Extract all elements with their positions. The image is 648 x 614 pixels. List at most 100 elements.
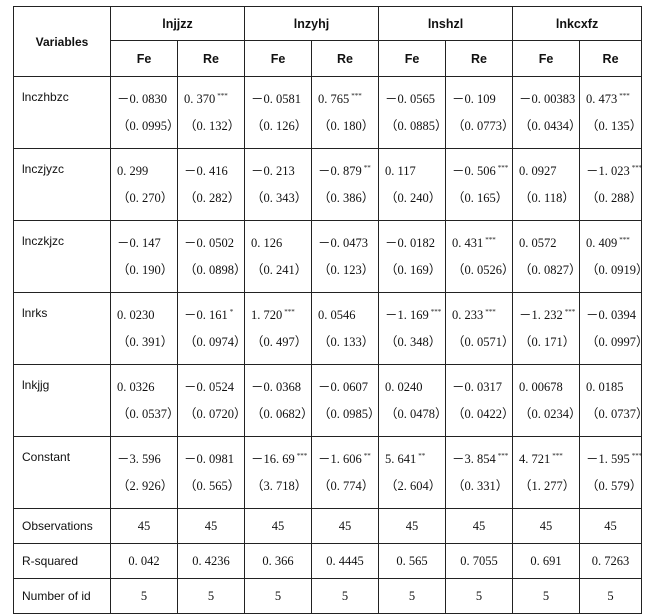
significance-stars: *** — [351, 92, 362, 100]
standard-error-value: （0. 0571） — [452, 335, 515, 349]
coefficient-line: －0. 0502 — [184, 232, 244, 262]
estimate-cell: 0. 233 *** （0. 0571） — [445, 292, 515, 365]
row-variable-name: Constant — [13, 436, 111, 509]
coefficient-value: －0. 0473 — [318, 236, 369, 251]
coefficient-line: 5. 641 ** — [385, 448, 445, 478]
standard-error-value: （0. 0478） — [385, 407, 448, 421]
coefficient-line: 1. 720 *** — [251, 304, 311, 334]
standard-error-value: （3. 718） — [251, 479, 308, 493]
statistic-value: 0. 7055 — [445, 543, 514, 579]
statistic-value: 0. 565 — [378, 543, 447, 579]
coefficient-value: －1. 169 — [385, 308, 429, 323]
significance-stars: *** — [497, 452, 509, 460]
coefficient-value: －1. 023 — [586, 164, 630, 179]
standard-error-value: （0. 0898） — [184, 263, 247, 277]
coefficient-line: 0. 117 — [385, 160, 445, 190]
coefficient-value: －0. 0394 — [586, 308, 637, 323]
regression-table: Variables lnjjzz lnzyhj lnshzl lnkcxfz F… — [13, 6, 648, 614]
statistic-value: 5 — [244, 578, 312, 614]
statistic-value: 5 — [445, 578, 514, 614]
statistic-name: R-squared — [13, 543, 111, 579]
coefficient-value: 0. 765 — [318, 92, 350, 107]
coefficient-value: 0. 370 — [184, 92, 216, 107]
standard-error-value: （0. 0985） — [318, 407, 381, 421]
coefficient-value: －3. 596 — [117, 452, 161, 467]
estimate-cell: 0. 370 *** （0. 132） — [177, 76, 245, 149]
coefficient-line: －0. 0830 — [117, 88, 177, 118]
estimate-cell: －0. 0607 （0. 0985） — [310, 364, 381, 437]
statistic-value: 5 — [110, 578, 178, 614]
standard-error-value: （0. 288） — [586, 191, 643, 205]
coefficient-line: －1. 169 *** — [385, 304, 445, 334]
significance-stars: *** — [485, 308, 496, 316]
coefficient-line: 0. 0240 — [385, 376, 445, 406]
table-row: lnczhbzc －0. 0830 （0. 0995） 0. 370 *** （0. 13… — [13, 76, 642, 149]
coefficient-line: －0. 0607 — [318, 376, 378, 406]
significance-stars: *** — [485, 236, 496, 244]
statistic-value: 5 — [310, 578, 380, 614]
coefficient-value: －1. 232 — [519, 308, 563, 323]
coefficient-line: －0. 147 — [117, 232, 177, 262]
estimate-cell: －0. 0473 （0. 123） — [310, 220, 380, 293]
coefficient-value: －3. 854 — [452, 452, 496, 467]
coefficient-line: －1. 232 *** — [519, 304, 579, 334]
group-header-row: Variables lnjjzz lnzyhj lnshzl lnkcxfz — [13, 6, 643, 77]
estimate-cell: －3. 854 *** （0. 331） — [445, 436, 514, 509]
significance-stars: *** — [619, 92, 630, 100]
coefficient-value: －0. 0317 — [452, 380, 503, 395]
coefficient-line: －0. 213 — [251, 160, 311, 190]
estimate-cell: －3. 596 （2. 926） — [110, 436, 178, 509]
standard-error-value: （0. 0537） — [117, 407, 180, 421]
estimate-cell: 0. 473 *** （0. 135） — [579, 76, 642, 149]
coefficient-value: 0. 0240 — [385, 380, 423, 395]
standard-error-value: （2. 926） — [117, 479, 174, 493]
coefficient-line: 4. 721 *** — [519, 448, 579, 478]
estimate-cell: 4. 721 *** （1. 277） — [512, 436, 581, 509]
coefficient-value: －0. 0830 — [117, 92, 168, 107]
coefficient-value: 0. 0230 — [117, 308, 155, 323]
standard-error-value: （0. 0773） — [452, 119, 515, 133]
coefficient-value: 0. 431 — [452, 236, 484, 251]
coefficient-line: －3. 596 — [117, 448, 177, 478]
statistic-value: 45 — [310, 508, 380, 544]
coefficient-line: －1. 023 *** — [586, 160, 642, 190]
coefficient-line: －1. 595 *** — [586, 448, 642, 478]
estimate-cell: 0. 0326 （0. 0537） — [110, 364, 180, 437]
coefficient-line: 0. 431 *** — [452, 232, 512, 262]
estimate-cell: －1. 023 *** （0. 288） — [579, 148, 643, 221]
coefficient-line: －0. 416 — [184, 160, 244, 190]
coefficient-line: 0. 299 — [117, 160, 177, 190]
coefficient-value: －0. 0607 — [318, 380, 369, 395]
standard-error-value: （0. 774） — [318, 479, 375, 493]
coefficient-line: －0. 0368 — [251, 376, 311, 406]
table-row: Constant －3. 596 （2. 926） －0. 0981 （0. 565）－… — [13, 436, 642, 509]
coefficient-value: －0. 879 — [318, 164, 362, 179]
coefficient-value: －0. 0524 — [184, 380, 235, 395]
coefficient-value: 0. 0927 — [519, 164, 557, 179]
estimate-cell: －1. 169 *** （0. 348） — [378, 292, 447, 365]
standard-error-value: （0. 241） — [251, 263, 308, 277]
estimate-cell: 0. 765 *** （0. 180） — [310, 76, 380, 149]
statistic-value: 5 — [378, 578, 447, 614]
significance-stars: * — [229, 308, 234, 316]
coefficient-value: －0. 506 — [452, 164, 496, 179]
statistic-value: 0. 4445 — [310, 543, 380, 579]
coefficient-line: 0. 00678 — [519, 376, 579, 406]
estimate-cell: 0. 409 *** （0. 0919） — [579, 220, 648, 293]
standard-error-value: （0. 0737） — [586, 407, 648, 421]
standard-error-value: （0. 0997） — [586, 335, 648, 349]
coefficient-line: －0. 0524 — [184, 376, 244, 406]
coefficient-line: －3. 854 *** — [452, 448, 512, 478]
significance-stars: ** — [363, 452, 371, 460]
model-header: Re — [177, 40, 245, 77]
standard-error-value: （0. 171） — [519, 335, 576, 349]
standard-error-value: （0. 343） — [251, 191, 308, 205]
coefficient-line: 0. 126 — [251, 232, 311, 262]
coefficient-value: －0. 0981 — [184, 452, 235, 467]
estimate-cell: －0. 0182 （0. 169） — [378, 220, 447, 293]
coefficient-line: 0. 0927 — [519, 160, 579, 190]
coefficient-value: 1. 720 — [251, 308, 283, 323]
statistic-value: 5 — [177, 578, 245, 614]
coefficient-line: 0. 0185 — [586, 376, 641, 406]
standard-error-value: （0. 0974） — [184, 335, 247, 349]
